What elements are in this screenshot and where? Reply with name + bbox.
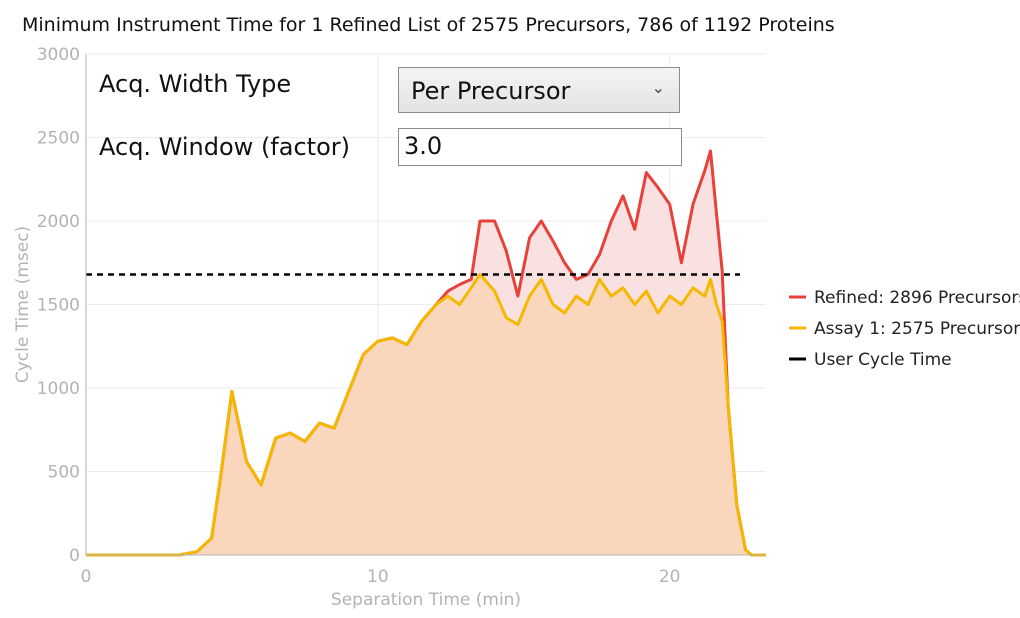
x-tick-label: 10 [367, 567, 389, 587]
y-tick-label: 1000 [37, 379, 80, 399]
legend-item-label: Refined: 2896 Precursors [814, 288, 1020, 308]
y-tick-label: 1500 [37, 296, 80, 316]
chevron-down-icon: ⌄ [651, 78, 665, 97]
y-tick-label: 500 [48, 463, 80, 483]
y-tick-label: 2500 [37, 129, 80, 149]
axis-ticks: 0 500 1000 1500 2000 2500 3000 0 10 20 [37, 45, 681, 587]
legend-item-label: User Cycle Time [814, 350, 952, 370]
assay-line [86, 272, 766, 557]
chart-title: Minimum Instrument Time for 1 Refined Li… [22, 14, 835, 36]
y-tick-label: 2000 [37, 212, 80, 232]
acq-window-label: Acq. Window (factor) [99, 133, 350, 161]
x-tick-label: 0 [81, 567, 92, 587]
y-tick-label: 0 [69, 546, 80, 566]
assay-area [86, 274, 766, 555]
x-axis-label: Separation Time (min) [331, 590, 521, 610]
series-lines [86, 149, 766, 557]
acq-width-type-select[interactable]: Per Precursor ⌄ [398, 67, 680, 113]
x-tick-label: 20 [659, 567, 681, 587]
acq-window-input[interactable]: 3.0 [398, 128, 682, 166]
legend: Refined: 2896 Precursors Assay 1: 2575 Pr… [789, 288, 1020, 370]
y-axis-label: Cycle Time (msec) [13, 226, 33, 383]
y-tick-label: 3000 [37, 45, 80, 65]
legend-item-label: Assay 1: 2575 Precursors [814, 319, 1020, 339]
acq-width-type-label: Acq. Width Type [99, 70, 292, 98]
series-areas [86, 150, 766, 555]
acq-width-type-value: Per Precursor [411, 77, 571, 105]
